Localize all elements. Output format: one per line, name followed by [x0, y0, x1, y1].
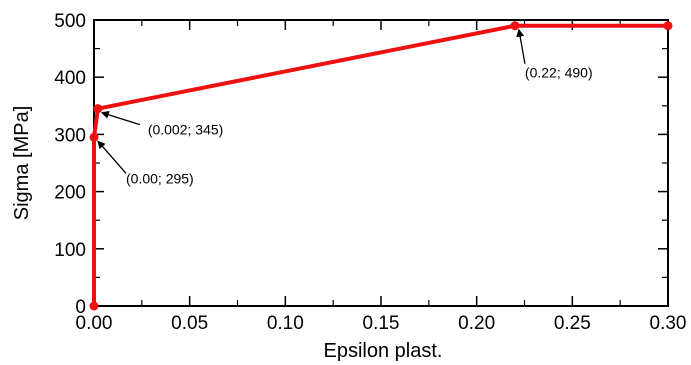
y-tick-label: 400	[54, 68, 86, 89]
annotation-label: (0.00; 295)	[126, 170, 194, 186]
annotation-label: (0.22; 490)	[525, 65, 593, 81]
y-axis-label: Sigma [MPa]	[11, 106, 33, 220]
series-layer	[89, 21, 673, 311]
data-point	[93, 104, 103, 114]
x-tick-label: 0.25	[554, 313, 591, 334]
data-point	[663, 21, 673, 31]
annotation-arrow	[97, 140, 127, 174]
y-tick-label: 500	[54, 11, 86, 32]
axes-layer	[93, 19, 669, 307]
data-point	[89, 301, 99, 311]
x-tick-label: 0.05	[171, 313, 208, 334]
annotation-arrow	[516, 28, 526, 64]
data-point	[510, 21, 520, 31]
x-axis-label: Epsilon plast.	[324, 340, 443, 362]
annotation-label: (0.002; 345)	[148, 122, 224, 138]
x-tick-label: 0.20	[458, 313, 495, 334]
annotation-arrow	[100, 110, 141, 126]
y-tick-label: 200	[54, 183, 86, 204]
x-tick-label: 0.30	[650, 313, 687, 334]
y-tick-label: 300	[54, 125, 86, 146]
plot-frame	[93, 19, 669, 307]
data-point	[89, 132, 99, 142]
ticks-layer: 0.00 0.05 0.10 0.15 0.20 0.25 0.30 0 100 200 300 40…	[54, 11, 686, 334]
x-tick-label: 0.15	[363, 313, 400, 334]
x-tick-label: 0.00	[76, 313, 113, 334]
annotations-layer: (0.00; 295) (0.002; 345) (0.22; 490)	[97, 28, 593, 186]
y-tick-label: 100	[54, 240, 86, 261]
y-tick-label: 0	[75, 297, 86, 318]
x-tick-label: 0.10	[267, 313, 304, 334]
